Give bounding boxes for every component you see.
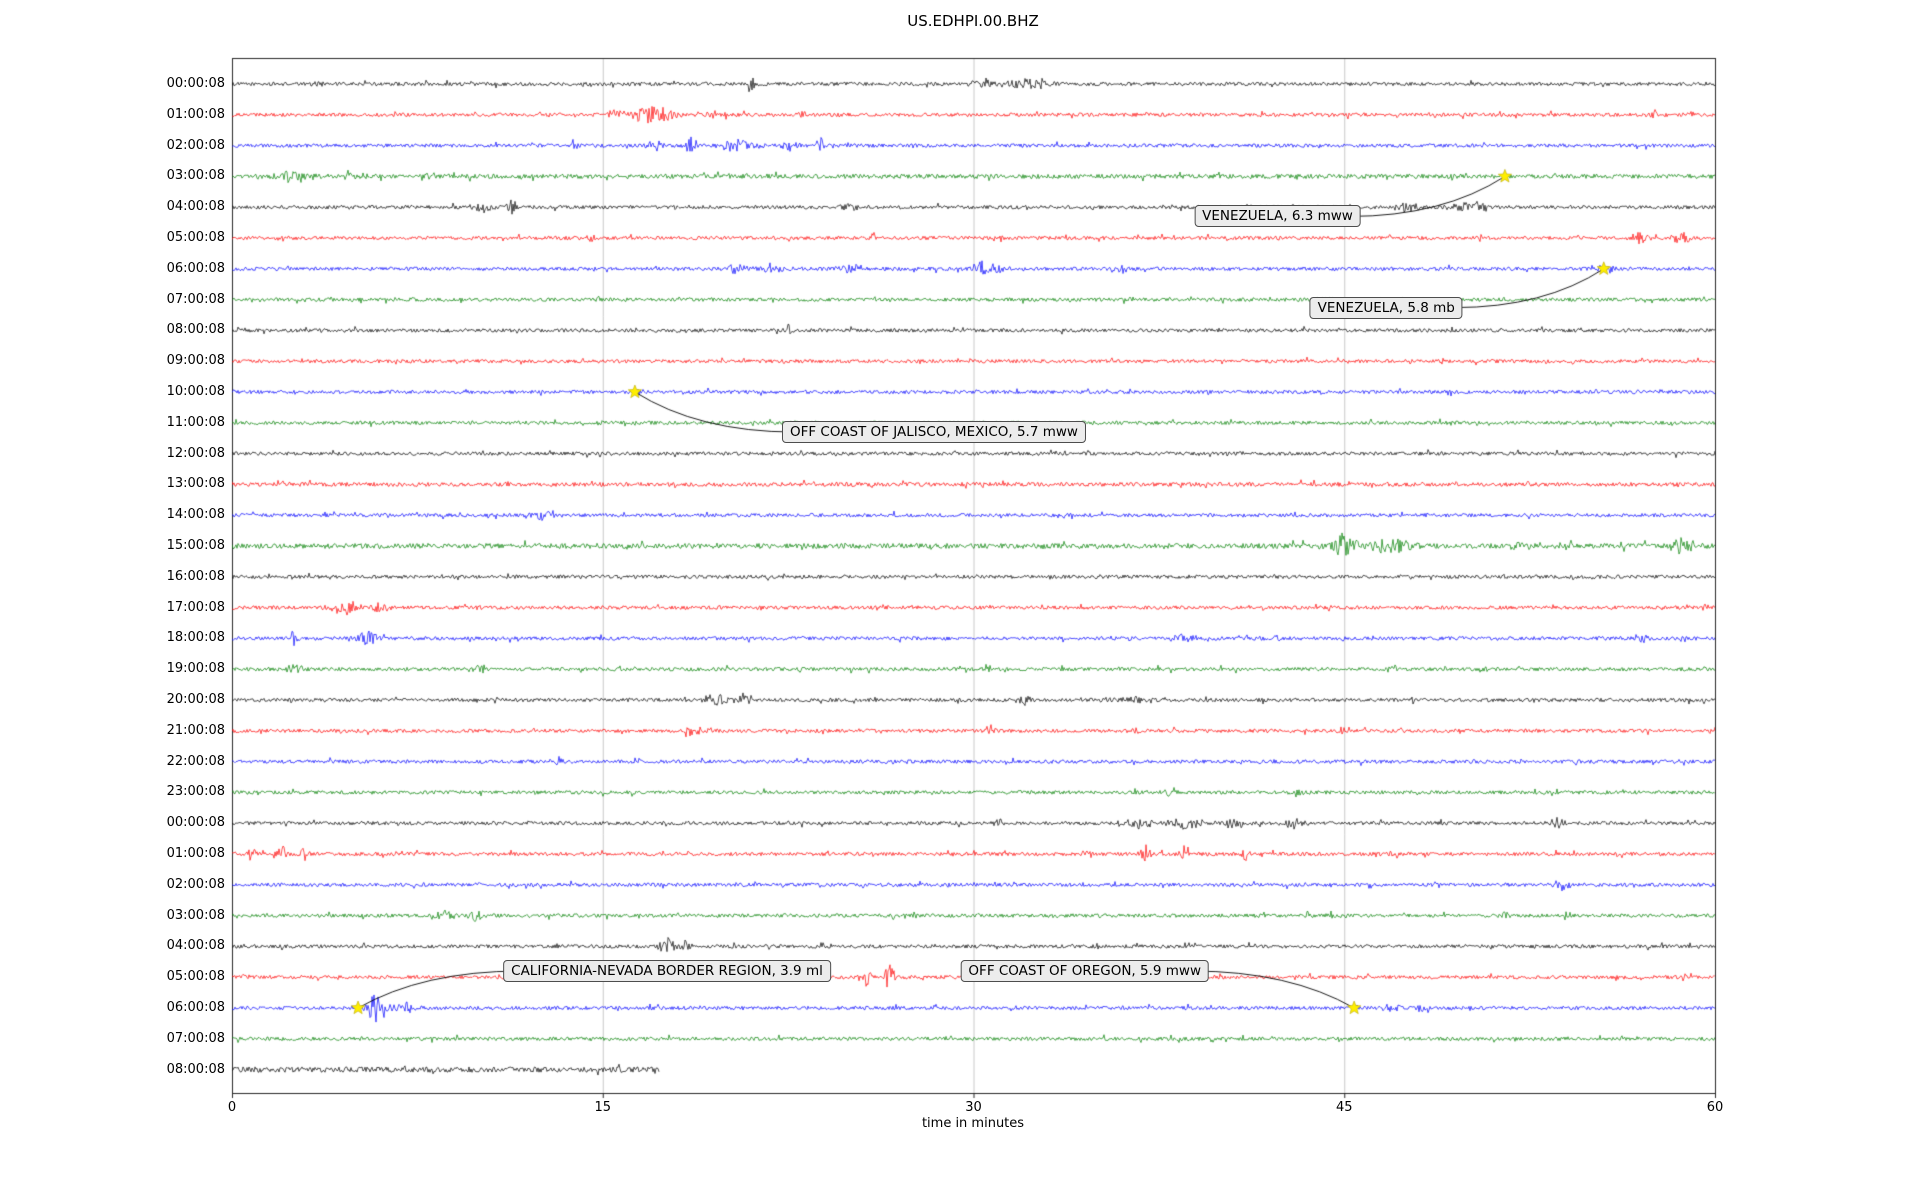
row-time-label: 06:00:08 xyxy=(166,260,225,276)
row-time-label: 15:00:08 xyxy=(166,538,225,553)
row-time-label: 03:00:08 xyxy=(166,907,225,923)
event-annotation: VENEZUELA, 5.8 mb xyxy=(1309,296,1463,319)
row-time-label: 23:00:08 xyxy=(166,784,225,800)
row-time-label: 03:00:08 xyxy=(166,168,225,184)
row-time-label: 16:00:08 xyxy=(166,568,225,584)
row-time-label: 07:00:08 xyxy=(166,1030,225,1046)
row-time-label: 02:00:08 xyxy=(166,137,225,153)
row-time-label: 14:00:08 xyxy=(166,507,225,523)
row-time-label: 05:00:08 xyxy=(166,969,225,985)
x-axis-label: time in minutes xyxy=(921,1116,1025,1131)
x-tick-label: 30 xyxy=(965,1100,982,1115)
row-time-label: 12:00:08 xyxy=(166,445,225,461)
row-time-label: 06:00:08 xyxy=(166,1000,225,1015)
event-annotation: OFF COAST OF OREGON, 5.9 mww xyxy=(960,960,1210,983)
row-time-label: 00:00:08 xyxy=(166,815,225,831)
row-time-label: 05:00:08 xyxy=(166,230,225,245)
row-time-label: 02:00:08 xyxy=(166,876,225,892)
row-time-label: 01:00:08 xyxy=(166,106,225,122)
row-time-label: 11:00:08 xyxy=(166,414,225,430)
event-annotation: CALIFORNIA-NEVADA BORDER REGION, 3.9 ml xyxy=(503,960,831,983)
x-tick-label: 60 xyxy=(1706,1100,1724,1115)
row-time-label: 22:00:08 xyxy=(166,753,225,769)
row-time-label: 09:00:08 xyxy=(166,353,225,369)
row-time-label: 08:00:08 xyxy=(166,322,225,338)
row-time-label: 08:00:08 xyxy=(166,1061,225,1077)
event-annotation: VENEZUELA, 6.3 mww xyxy=(1194,205,1361,228)
row-time-label: 04:00:08 xyxy=(166,199,225,215)
row-time-label: 21:00:08 xyxy=(166,722,225,738)
row-time-label: 17:00:08 xyxy=(166,599,225,615)
row-time-label: 01:00:08 xyxy=(166,846,225,861)
x-tick-label: 15 xyxy=(594,1100,612,1115)
row-time-label: 10:00:08 xyxy=(166,384,225,399)
row-time-label: 18:00:08 xyxy=(166,630,225,646)
row-time-label: 04:00:08 xyxy=(166,938,225,954)
x-tick-label: 45 xyxy=(1335,1100,1353,1115)
row-time-label: 00:00:08 xyxy=(166,76,225,91)
row-time-label: 19:00:08 xyxy=(166,661,225,677)
event-annotation: OFF COAST OF JALISCO, MEXICO, 5.7 mww xyxy=(781,421,1086,444)
row-time-label: 20:00:08 xyxy=(166,692,225,707)
row-time-label: 13:00:08 xyxy=(166,476,225,492)
x-tick-label: 0 xyxy=(227,1100,237,1115)
row-time-label: 07:00:08 xyxy=(166,291,225,307)
